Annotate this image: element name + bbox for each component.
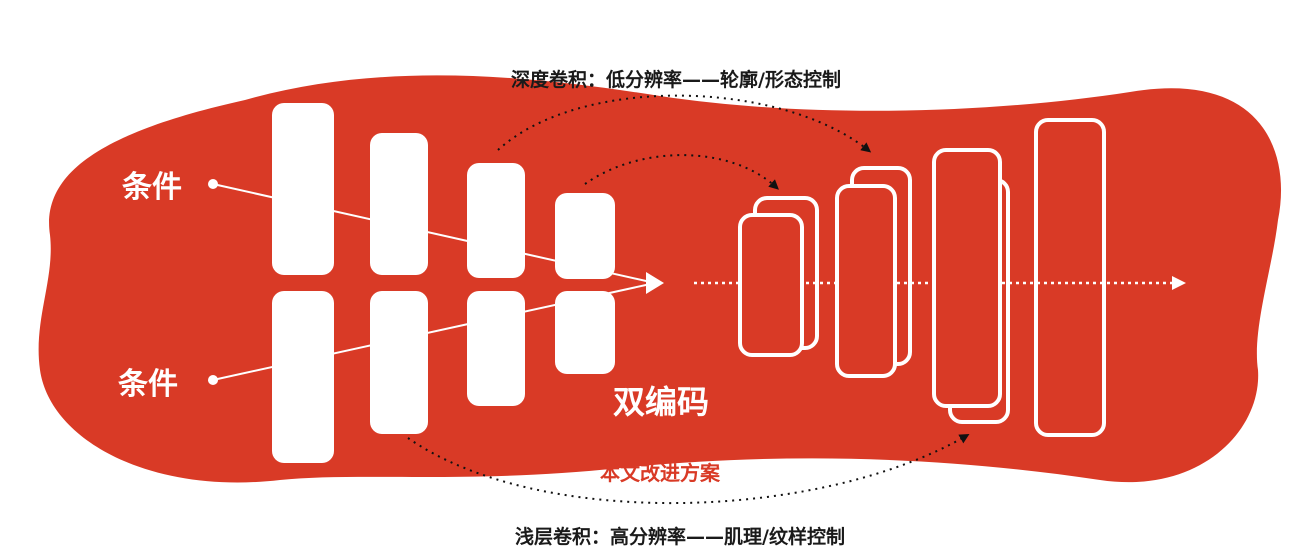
decoder-block-1-front <box>738 213 804 357</box>
decoder-block-4 <box>1034 118 1106 437</box>
skip-arc-shallow <box>407 434 970 505</box>
encoder-block-bottom-3 <box>467 291 525 406</box>
encoder-block-bottom-4 <box>555 291 615 374</box>
encoder-block-top-3 <box>467 163 525 278</box>
bottom-caption: 浅层卷积：高分辨率——肌理/纹样控制 <box>515 525 845 548</box>
encoder-block-top-1 <box>272 103 334 275</box>
condition-dot-top <box>208 179 218 189</box>
merge-arrowhead <box>646 272 664 294</box>
condition-line-bottom <box>212 282 656 381</box>
scheme-label: 本文改进方案 <box>600 461 721 485</box>
decoder-block-3-front <box>932 148 1002 408</box>
background-blob <box>38 75 1282 483</box>
condition-line-top <box>212 183 656 284</box>
encoder-block-top-2 <box>370 133 428 275</box>
condition-dot-bottom <box>208 375 218 385</box>
encoder-label: 双编码 <box>613 383 709 421</box>
encoder-block-bottom-2 <box>370 291 428 434</box>
condition-label-bottom: 条件 <box>118 367 178 402</box>
encoder-block-top-4 <box>555 193 615 279</box>
top-caption: 深度卷积：低分辨率——轮廓/形态控制 <box>511 68 841 91</box>
skip-arc-deep-outer <box>497 94 872 153</box>
flow-arrowhead <box>1172 276 1186 290</box>
encoder-block-bottom-1 <box>272 291 334 463</box>
decoder-block-2-front <box>835 184 897 378</box>
condition-label-top: 条件 <box>122 170 182 205</box>
